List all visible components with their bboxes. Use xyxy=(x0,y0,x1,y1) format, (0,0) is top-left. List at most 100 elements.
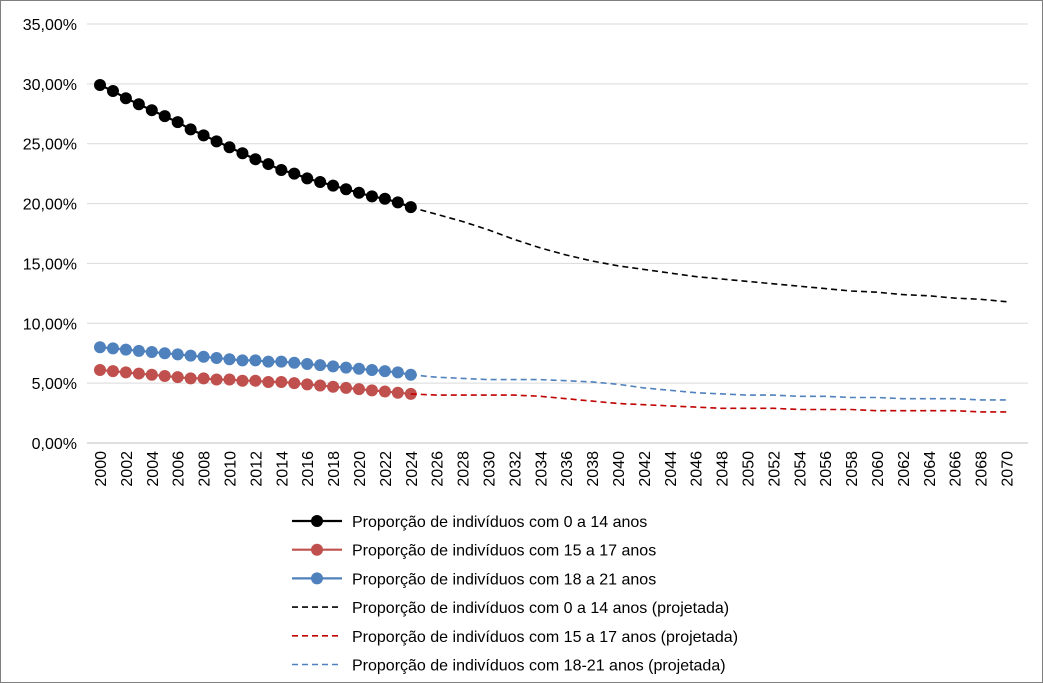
data-point xyxy=(353,186,365,199)
data-point xyxy=(158,369,171,382)
x-tick-label: 2050 xyxy=(741,451,758,487)
y-tick-label: 25,00% xyxy=(23,137,77,154)
x-tick-label: 2056 xyxy=(818,451,835,487)
y-axis: 0,00% 5,00% 10,00% 15,00% 20,00% 25,00% 30,00%… xyxy=(23,17,77,453)
data-point xyxy=(158,110,171,123)
data-point xyxy=(262,158,275,171)
legend-item-5: Proporção de indivíduos com 15 a 17 anos… xyxy=(292,629,738,646)
data-point xyxy=(314,359,327,372)
legend-marker xyxy=(311,515,323,527)
data-point xyxy=(288,377,301,390)
data-point xyxy=(132,98,145,111)
data-point xyxy=(94,79,106,92)
x-tick-label: 2044 xyxy=(663,451,680,487)
x-tick-label: 2018 xyxy=(326,451,343,487)
x-tick-label: 2028 xyxy=(456,451,473,487)
series-4 xyxy=(410,206,1007,303)
data-point xyxy=(223,141,236,154)
legend-marker xyxy=(311,572,323,585)
data-point xyxy=(145,104,158,117)
series-line xyxy=(410,393,1007,413)
series-6 xyxy=(410,374,1007,401)
data-point xyxy=(249,153,262,166)
legend: Proporção de indivíduos com 0 a 14 anos P… xyxy=(292,514,738,675)
y-tick-label: 5,00% xyxy=(32,376,77,393)
x-tick-label: 2052 xyxy=(766,451,783,487)
x-tick-label: 2002 xyxy=(119,451,136,487)
data-point xyxy=(391,196,404,209)
data-point xyxy=(340,361,353,374)
x-tick-label: 2032 xyxy=(507,451,524,487)
data-point xyxy=(365,190,378,203)
data-point xyxy=(314,379,327,392)
x-tick-label: 2064 xyxy=(922,451,939,487)
data-point xyxy=(327,179,340,192)
data-point xyxy=(210,135,223,148)
data-point xyxy=(132,344,145,357)
data-point xyxy=(236,374,249,387)
series-1 xyxy=(94,79,417,214)
series-line xyxy=(410,206,1007,303)
x-tick-label: 2048 xyxy=(715,451,732,487)
data-point xyxy=(340,381,353,394)
data-point xyxy=(378,192,391,205)
y-tick-label: 20,00% xyxy=(23,197,77,214)
data-point xyxy=(158,347,171,360)
data-point xyxy=(262,355,275,368)
x-tick-label: 2026 xyxy=(430,451,447,487)
x-tick-label: 2014 xyxy=(274,451,291,487)
data-point xyxy=(327,360,340,373)
x-tick-label: 2020 xyxy=(352,451,369,487)
x-tick-label: 2042 xyxy=(637,451,654,487)
x-axis: 2000 2002 2004 2006 2008 2010 2012 2014 2016 2018… xyxy=(87,442,1028,487)
data-point xyxy=(353,383,365,396)
legend-item-2: Proporção de indivíduos com 15 a 17 anos xyxy=(292,543,656,560)
data-point xyxy=(236,354,249,367)
y-tick-label: 35,00% xyxy=(23,17,77,34)
legend-label: Proporção de indivíduos com 15 a 17 anos xyxy=(352,543,656,560)
data-point xyxy=(197,372,210,385)
data-point xyxy=(391,366,404,379)
x-tick-label: 2022 xyxy=(378,451,395,487)
x-tick-label: 2030 xyxy=(482,451,499,487)
data-point xyxy=(145,346,158,359)
data-point xyxy=(301,357,314,370)
data-point xyxy=(132,367,145,380)
data-point xyxy=(262,375,275,388)
data-point xyxy=(249,374,262,387)
legend-label: Proporção de indivíduos com 18 a 21 anos xyxy=(352,571,656,588)
data-point xyxy=(106,85,119,98)
grid-lines xyxy=(87,23,1028,384)
series-layer xyxy=(94,79,1007,413)
y-tick-label: 0,00% xyxy=(32,436,77,453)
data-point xyxy=(106,365,119,378)
data-point xyxy=(184,123,197,136)
data-point xyxy=(184,372,197,385)
data-point xyxy=(94,363,106,376)
data-point xyxy=(275,164,288,177)
x-tick-label: 2040 xyxy=(611,451,628,487)
data-point xyxy=(197,129,210,142)
legend-label: Proporção de indivíduos com 18-21 anos (… xyxy=(352,658,726,675)
data-point xyxy=(184,349,197,362)
data-point xyxy=(301,172,314,185)
x-tick-label: 2024 xyxy=(404,451,421,487)
legend-item-3: Proporção de indivíduos com 18 a 21 anos xyxy=(292,571,656,588)
x-tick-label: 2000 xyxy=(93,451,110,487)
y-tick-label: 10,00% xyxy=(23,316,77,333)
x-tick-label: 2070 xyxy=(1000,451,1017,487)
y-tick-label: 30,00% xyxy=(23,77,77,94)
series-3 xyxy=(94,341,417,381)
legend-item-1: Proporção de indivíduos com 0 a 14 anos xyxy=(292,514,647,531)
data-point xyxy=(210,352,223,365)
legend-label: Proporção de indivíduos com 0 a 14 anos … xyxy=(352,600,729,617)
x-tick-label: 2008 xyxy=(197,451,214,487)
data-point xyxy=(223,353,236,366)
data-point xyxy=(340,183,353,196)
data-point xyxy=(301,378,314,391)
x-tick-label: 2016 xyxy=(300,451,317,487)
data-point xyxy=(171,348,184,361)
data-point xyxy=(119,366,132,379)
